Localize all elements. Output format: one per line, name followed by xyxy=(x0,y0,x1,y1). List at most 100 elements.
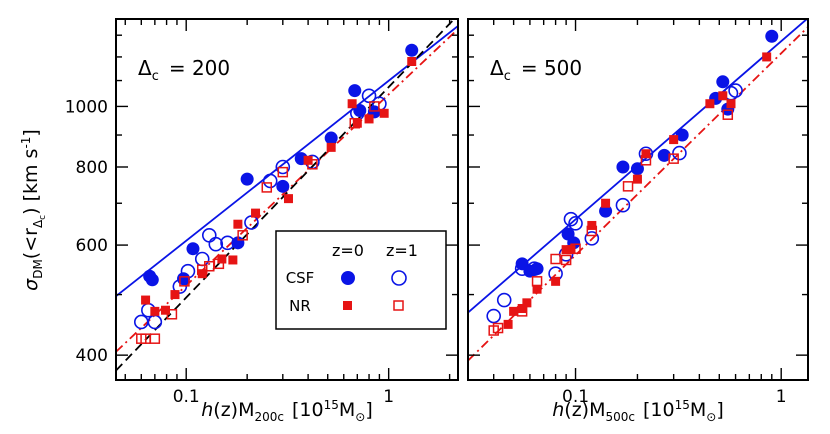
data-point-nr-z1 xyxy=(179,276,190,287)
y-axis-label-tail: ) [km s xyxy=(20,149,42,215)
legend-row-csf: CSF xyxy=(286,269,315,287)
panel-label: Δc = 500 xyxy=(490,56,582,84)
data-point-csf-z1 xyxy=(244,215,259,230)
data-point-csf-z1 xyxy=(638,146,654,162)
data-point-csf-z1 xyxy=(208,236,224,252)
data-point-nr-z0 xyxy=(228,255,238,265)
data-point-nr-z0 xyxy=(160,305,170,315)
data-point-nr-z0 xyxy=(517,303,527,313)
legend: z=0 z=1 CSF NR xyxy=(275,230,447,330)
y-axis-label-sigma: σ xyxy=(20,278,42,291)
x-axis-label-h: h xyxy=(201,399,213,421)
legend-row-nr: NR xyxy=(289,297,311,315)
data-point-nr-z1 xyxy=(349,117,361,129)
data-point-nr-z0 xyxy=(551,276,561,286)
y-axis-label: σDM(<rΔc) [km s-1] xyxy=(19,129,48,291)
y-tick-label: 1000 xyxy=(65,97,108,117)
data-point-csf-z0 xyxy=(240,172,254,186)
data-point-csf-z1 xyxy=(584,231,600,246)
x-axis-label-close: ] xyxy=(716,399,723,421)
data-point-nr-z1 xyxy=(149,333,161,344)
panel-label-sub: c xyxy=(152,69,159,84)
data-point-nr-z0 xyxy=(347,99,357,109)
data-point-csf-z0 xyxy=(276,179,290,193)
data-point-nr-z0 xyxy=(326,142,336,152)
data-point-nr-z1 xyxy=(196,264,208,275)
data-point-nr-z1 xyxy=(668,153,679,164)
y-axis-label-mid: (<r xyxy=(20,228,42,259)
data-point-nr-z0 xyxy=(561,245,571,255)
data-point-csf-z1 xyxy=(275,159,291,175)
data-point-csf-z0 xyxy=(657,148,671,162)
data-point-nr-z0 xyxy=(522,298,532,308)
data-point-nr-z0 xyxy=(170,290,180,300)
data-point-csf-z0 xyxy=(675,128,689,142)
data-point-csf-z0 xyxy=(765,29,779,43)
data-point-csf-z1 xyxy=(486,308,501,324)
x-axis-label-msun-sub: ⊙ xyxy=(355,410,365,424)
data-point-csf-z1 xyxy=(361,88,377,104)
data-point-csf-z1 xyxy=(262,173,278,189)
plot-frame xyxy=(115,18,459,381)
data-point-csf-z1 xyxy=(526,261,542,277)
x-axis-label: h(z)M500c [1015M⊙] xyxy=(552,398,724,424)
data-point-nr-z0 xyxy=(587,220,597,230)
data-point-csf-z0 xyxy=(630,162,644,176)
x-axis-label-sub: 500c xyxy=(605,410,635,424)
x-axis-label-h: h xyxy=(552,399,564,421)
data-point-csf-z0 xyxy=(186,242,200,256)
x-axis-label-z: (z)M xyxy=(213,399,254,421)
panel-label-symbol: Δ xyxy=(490,56,504,80)
data-point-csf-z1 xyxy=(728,83,743,98)
data-point-nr-z0 xyxy=(726,99,736,109)
x-tick-label: 0.1 xyxy=(562,387,589,407)
x-tick-label: 1 xyxy=(383,387,394,407)
x-axis-label-msun: M xyxy=(339,399,355,421)
data-point-nr-z1 xyxy=(622,181,634,192)
legend-nr-z1-marker xyxy=(393,300,404,311)
data-point-csf-z1 xyxy=(194,251,210,267)
y-axis-label-close: ] xyxy=(20,129,42,136)
data-point-csf-z1 xyxy=(133,314,149,330)
panel-label: Δc = 200 xyxy=(138,56,230,84)
plot-frame xyxy=(467,18,809,381)
y-axis-label-sigma-sub: DM xyxy=(31,259,45,279)
plot-area xyxy=(116,19,458,372)
plot-area xyxy=(468,19,808,362)
legend-csf-z0-marker xyxy=(341,271,355,285)
data-point-nr-z0 xyxy=(407,56,417,66)
x-tick-label: 0.1 xyxy=(173,387,200,407)
data-point-nr-z0 xyxy=(233,219,243,229)
data-point-nr-z1 xyxy=(237,230,248,241)
data-point-nr-z1 xyxy=(307,159,318,170)
data-point-nr-z0 xyxy=(283,194,293,204)
y-axis-label-r-sub: Δ xyxy=(31,219,45,228)
data-point-nr-z1 xyxy=(369,101,380,112)
data-point-nr-z1 xyxy=(213,258,225,270)
legend-csf-z1-marker xyxy=(391,270,407,286)
data-point-csf-z0 xyxy=(716,75,730,89)
data-point-csf-z1 xyxy=(220,235,235,251)
x-axis-label-msun: M xyxy=(690,399,706,421)
x-axis-label-exp: 15 xyxy=(324,398,339,412)
data-point-nr-z0 xyxy=(352,118,362,128)
data-point-csf-z0 xyxy=(145,273,159,287)
data-point-nr-z0 xyxy=(251,208,261,218)
panel-label-symbol: Δ xyxy=(138,56,152,80)
data-point-csf-z1 xyxy=(496,292,512,308)
data-point-nr-z0 xyxy=(718,91,728,101)
panel-delta-500: 0.1 1 Δc = 500 h(z)M500c [1015M⊙] xyxy=(467,18,809,424)
y-tick-label: 600 xyxy=(76,236,108,256)
data-point-csf-z1 xyxy=(147,314,163,330)
x-axis-label-units: [10 xyxy=(292,399,324,421)
data-point-csf-z1 xyxy=(615,197,631,213)
data-point-nr-z0 xyxy=(509,306,519,316)
data-point-nr-z1 xyxy=(261,182,273,193)
data-point-nr-z0 xyxy=(601,198,611,208)
panel-delta-200: 0.1 1 400 600 800 1000 Δc = 200 h(z)M200c [1015M⊙… xyxy=(65,18,459,424)
panel-label-text: = 200 xyxy=(169,56,230,80)
data-point-csf-z0 xyxy=(348,84,362,98)
data-point-nr-z1 xyxy=(166,309,178,320)
data-point-nr-z1 xyxy=(570,243,581,254)
